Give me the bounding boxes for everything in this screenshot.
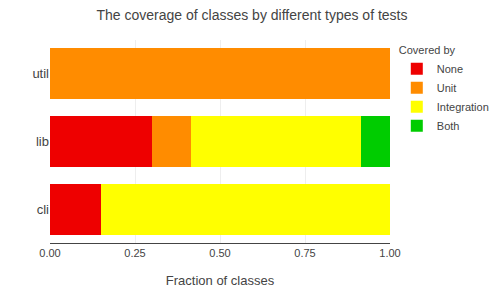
svg-text:Both: Both <box>437 120 460 132</box>
svg-text:cli: cli <box>37 202 49 217</box>
svg-text:0.75: 0.75 <box>294 247 315 259</box>
svg-text:None: None <box>437 63 463 75</box>
svg-text:0.25: 0.25 <box>124 247 145 259</box>
svg-text:Integration: Integration <box>437 101 489 113</box>
svg-text:lib: lib <box>36 134 49 149</box>
svg-text:1.00: 1.00 <box>379 247 400 259</box>
svg-text:Covered by: Covered by <box>399 44 456 56</box>
svg-text:util: util <box>32 66 49 81</box>
svg-text:The coverage of classes by dif: The coverage of classes by different typ… <box>96 7 407 23</box>
svg-text:Fraction of classes: Fraction of classes <box>166 273 275 288</box>
svg-text:0.50: 0.50 <box>209 247 230 259</box>
svg-text:0.00: 0.00 <box>39 247 60 259</box>
svg-text:Unit: Unit <box>437 82 457 94</box>
